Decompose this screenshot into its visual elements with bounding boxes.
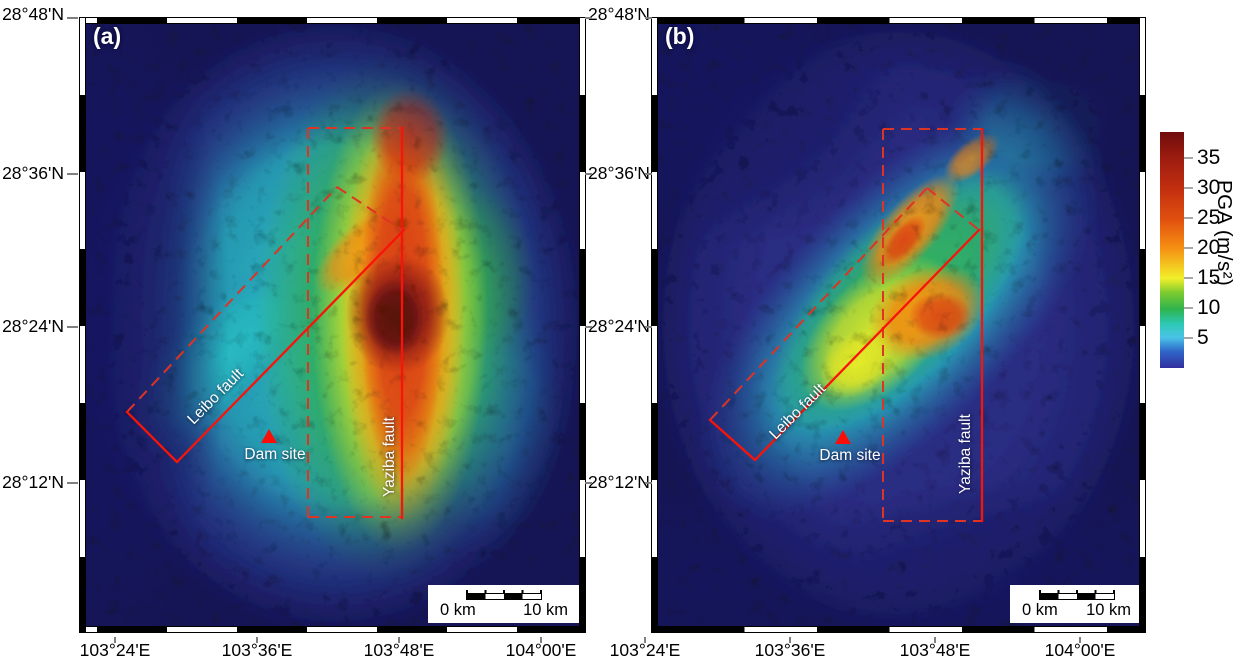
scale-bar-start-label: 0 km	[440, 601, 476, 619]
lon-label: 103°24'E	[79, 640, 151, 660]
map-panel-a: (a) Leibo fault Yaziba fault Dam site 0 …	[79, 17, 586, 633]
lon-label: 104°00'E	[505, 640, 577, 660]
map-frame-bottom	[79, 626, 586, 633]
colorbar-tick	[1184, 277, 1193, 279]
lat-label: 28°12'N	[2, 472, 64, 492]
lon-label: 104°00'E	[1044, 640, 1116, 660]
scale-bar-end-label: 10 km	[523, 601, 568, 619]
scale-bar-ticks	[1038, 590, 1115, 593]
fault-overlays-b	[708, 127, 984, 523]
lon-label: 103°36'E	[754, 640, 826, 660]
fault-overlays-a	[125, 126, 406, 520]
leibo-fault-zone-outline	[126, 186, 403, 413]
scale-bar: 0 km 10 km	[1010, 585, 1143, 623]
map-frame-right	[579, 17, 586, 633]
lat-label: 28°24'N	[588, 316, 650, 336]
dam-site-label: Dam site	[244, 446, 306, 463]
lat-tick	[585, 326, 592, 328]
pga-raster-a	[80, 18, 585, 632]
colorbar-tick-label: 35	[1197, 146, 1221, 169]
colorbar-tick	[1184, 187, 1193, 189]
lat-label: 28°48'N	[2, 4, 64, 24]
yaziba-fault-label: Yaziba fault	[381, 417, 398, 497]
lat-tick	[645, 17, 652, 19]
colorbar-tick-label: 15	[1197, 266, 1221, 289]
leibo-fault-line	[708, 228, 981, 462]
pga-field-a	[80, 18, 585, 632]
lon-tick	[114, 637, 116, 643]
colorbar-tick-label: 5	[1197, 326, 1209, 349]
yaziba-fault-zone-outline	[882, 128, 982, 522]
colorbar-title: PGA (m/s²)	[1213, 180, 1236, 287]
lon-label: 103°48'E	[363, 640, 435, 660]
colorbar-tick-label: 20	[1197, 236, 1221, 259]
yaziba-fault-zone-outline	[307, 127, 402, 518]
pga-raster-b	[652, 18, 1145, 632]
lat-tick	[645, 482, 652, 484]
lat-tick	[645, 326, 652, 328]
lat-tick	[67, 17, 78, 19]
scale-bar-start-label: 0 km	[1022, 601, 1058, 619]
colorbar-tick	[1184, 157, 1193, 159]
lon-label: 103°48'E	[899, 640, 971, 660]
lon-label: 103°24'E	[609, 640, 681, 660]
lat-label: 28°48'N	[588, 4, 650, 24]
leibo-fault-zone-outline	[709, 187, 980, 421]
lat-tick	[67, 326, 78, 328]
lon-tick	[1079, 637, 1081, 643]
lon-tick	[789, 637, 791, 643]
scale-bar-ruler	[466, 593, 542, 600]
lat-label: 28°36'N	[588, 163, 650, 183]
colorbar-tick	[1184, 217, 1193, 219]
map-frame-left	[651, 17, 658, 633]
map-frame-top	[651, 17, 1146, 24]
scale-bar-end-label: 10 km	[1086, 601, 1131, 619]
lon-tick	[256, 637, 258, 643]
map-frame-top	[79, 17, 586, 24]
lon-tick	[398, 637, 400, 643]
lat-label: 28°36'N	[2, 163, 64, 183]
map-frame-left	[79, 17, 86, 633]
lon-tick	[934, 637, 936, 643]
lon-tick	[644, 637, 646, 643]
scale-bar: 0 km 10 km	[428, 585, 580, 623]
pga-field-b	[652, 18, 1145, 632]
colorbar-tick-label: 30	[1197, 176, 1221, 199]
scale-bar-ruler	[1038, 593, 1115, 600]
yaziba-fault-label: Yaziba fault	[957, 414, 974, 494]
map-panel-b: (b) Leibo fault Yaziba fault Dam site 0 …	[651, 17, 1146, 633]
panel-label-b: (b)	[665, 23, 695, 49]
colorbar-tick-label: 10	[1197, 296, 1221, 319]
dam-site-marker	[835, 430, 851, 444]
leibo-fault-line	[125, 228, 406, 464]
lat-label: 28°12'N	[588, 472, 650, 492]
panel-label-a: (a)	[93, 23, 122, 49]
lat-tick	[67, 482, 78, 484]
dam-site-label: Dam site	[819, 447, 881, 464]
map-frame-right	[1139, 17, 1146, 633]
colorbar-tick	[1184, 337, 1193, 339]
colorbar-tick	[1184, 247, 1193, 249]
map-frame-bottom	[651, 626, 1146, 633]
colorbar-tick-label: 25	[1197, 206, 1221, 229]
lon-tick	[540, 637, 542, 643]
lat-tick	[585, 17, 592, 19]
lon-label: 103°36'E	[221, 640, 293, 660]
lat-tick	[67, 173, 78, 175]
scale-bar-ticks	[466, 590, 542, 593]
dam-site-marker	[261, 429, 277, 443]
lat-tick	[585, 482, 592, 484]
lat-label: 28°24'N	[2, 316, 64, 336]
lat-tick	[645, 173, 652, 175]
lat-tick	[585, 173, 592, 175]
colorbar-gradient	[1160, 132, 1184, 368]
colorbar-tick	[1184, 307, 1193, 309]
